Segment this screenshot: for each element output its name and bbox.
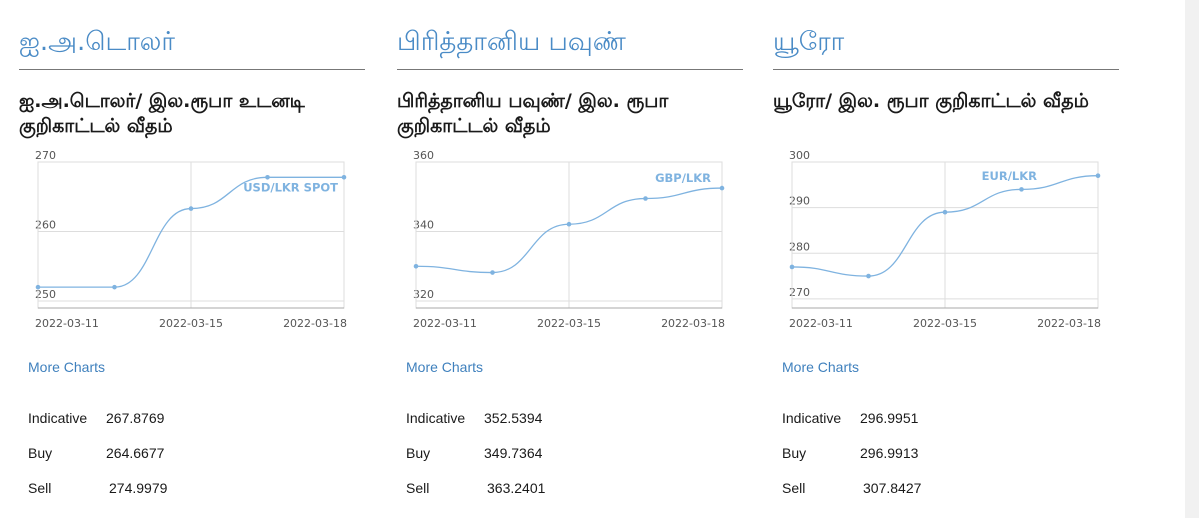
data-point xyxy=(490,270,495,275)
rate-label: Sell xyxy=(782,480,806,496)
y-tick-label: 280 xyxy=(789,240,810,253)
rate-value: 352.5394 xyxy=(484,410,543,426)
x-tick-label: 2022-03-15 xyxy=(159,317,223,330)
data-point xyxy=(35,284,41,290)
data-point xyxy=(413,263,419,269)
more-charts-link[interactable]: More Charts xyxy=(406,359,484,375)
x-tick-label: 2022-03-11 xyxy=(789,317,853,330)
y-tick-label: 290 xyxy=(789,195,810,208)
panel-subtitle: ஐ.அ.டொலர்/ இல.ரூபா உடனடி குறிகாட்டல் வீத… xyxy=(19,90,305,137)
more-charts-link[interactable]: More Charts xyxy=(782,359,860,375)
rate-value: 296.9951 xyxy=(860,410,919,426)
data-point xyxy=(942,209,948,215)
gbp-panel: பிரித்தானிய பவுண் பிரித்தானிய பவுண்/ இல.… xyxy=(397,0,743,518)
series-label: EUR/LKR xyxy=(982,169,1037,183)
rate-value: 267.8769 xyxy=(106,410,165,426)
data-point xyxy=(265,174,270,180)
usd-lkr-chart[interactable]: 250 260 270 2022-03-11 2022-03-15 2022-03-18 U… xyxy=(19,149,365,335)
data-point xyxy=(341,174,347,180)
rate-value: 296.9913 xyxy=(860,445,919,461)
eur-panel: யூரோ யூரோ/ இல. ரூபா குறிகாட்டல் வீதம் 27… xyxy=(773,0,1119,518)
rate-value: 264.6677 xyxy=(106,445,165,461)
data-point xyxy=(1019,187,1024,192)
rate-label: Buy xyxy=(782,445,807,461)
x-tick-label: 2022-03-18 xyxy=(1037,317,1101,330)
rate-label: Sell xyxy=(28,480,52,496)
panel-subtitle: பிரித்தானிய பவுண்/ இல. ரூபா குறிகாட்டல் … xyxy=(397,90,669,137)
rate-value: 274.9979 xyxy=(109,480,168,496)
data-point xyxy=(866,273,871,279)
y-tick-label: 360 xyxy=(413,149,434,162)
eur-lkr-chart[interactable]: 270 280 290 300 2022-03-11 2022-03-15 2022-03-… xyxy=(773,149,1119,335)
page-scrollbar[interactable] xyxy=(1185,0,1199,518)
data-point xyxy=(719,185,725,191)
y-tick-label: 270 xyxy=(35,149,56,162)
rate-label: Indicative xyxy=(782,410,842,426)
y-tick-label: 340 xyxy=(413,219,434,232)
series-label: USD/LKR SPOT xyxy=(243,180,338,194)
rate-label: Buy xyxy=(28,445,53,461)
panel-heading: யூரோ xyxy=(773,27,1119,70)
usd-panel: ஐ.அ.டொலர் ஐ.அ.டொலர்/ இல.ரூபா உடனடி குறிக… xyxy=(19,0,365,518)
rate-label: Buy xyxy=(406,445,431,461)
x-tick-label: 2022-03-18 xyxy=(283,317,347,330)
rate-value: 307.8427 xyxy=(863,480,922,496)
data-point xyxy=(566,221,572,227)
rate-value: 349.7364 xyxy=(484,445,543,461)
y-tick-label: 300 xyxy=(789,149,810,162)
panel-heading: பிரித்தானிய பவுண் xyxy=(397,27,743,70)
series-label: GBP/LKR xyxy=(655,171,711,185)
panel-subtitle: யூரோ/ இல. ரூபா குறிகாட்டல் வீதம் xyxy=(773,90,1089,112)
data-point xyxy=(112,284,117,290)
panel-heading: ஐ.அ.டொலர் xyxy=(19,27,365,70)
data-point xyxy=(789,264,795,270)
y-tick-label: 320 xyxy=(413,288,434,301)
y-tick-label: 270 xyxy=(789,286,810,299)
x-tick-label: 2022-03-11 xyxy=(35,317,99,330)
x-tick-label: 2022-03-15 xyxy=(913,317,977,330)
x-tick-label: 2022-03-18 xyxy=(661,317,725,330)
x-tick-label: 2022-03-11 xyxy=(413,317,477,330)
data-point xyxy=(643,196,648,201)
y-tick-label: 250 xyxy=(35,288,56,301)
rate-label: Sell xyxy=(406,480,430,496)
data-point xyxy=(188,206,194,211)
rate-label: Indicative xyxy=(406,410,466,426)
gbp-lkr-chart[interactable]: 320 340 360 2022-03-11 2022-03-15 2022-03-18 G… xyxy=(397,149,743,335)
rate-label: Indicative xyxy=(28,410,88,426)
y-tick-label: 260 xyxy=(35,219,56,232)
rate-value: 363.2401 xyxy=(487,480,546,496)
data-point xyxy=(1095,173,1101,178)
x-tick-label: 2022-03-15 xyxy=(537,317,601,330)
more-charts-link[interactable]: More Charts xyxy=(28,359,106,375)
